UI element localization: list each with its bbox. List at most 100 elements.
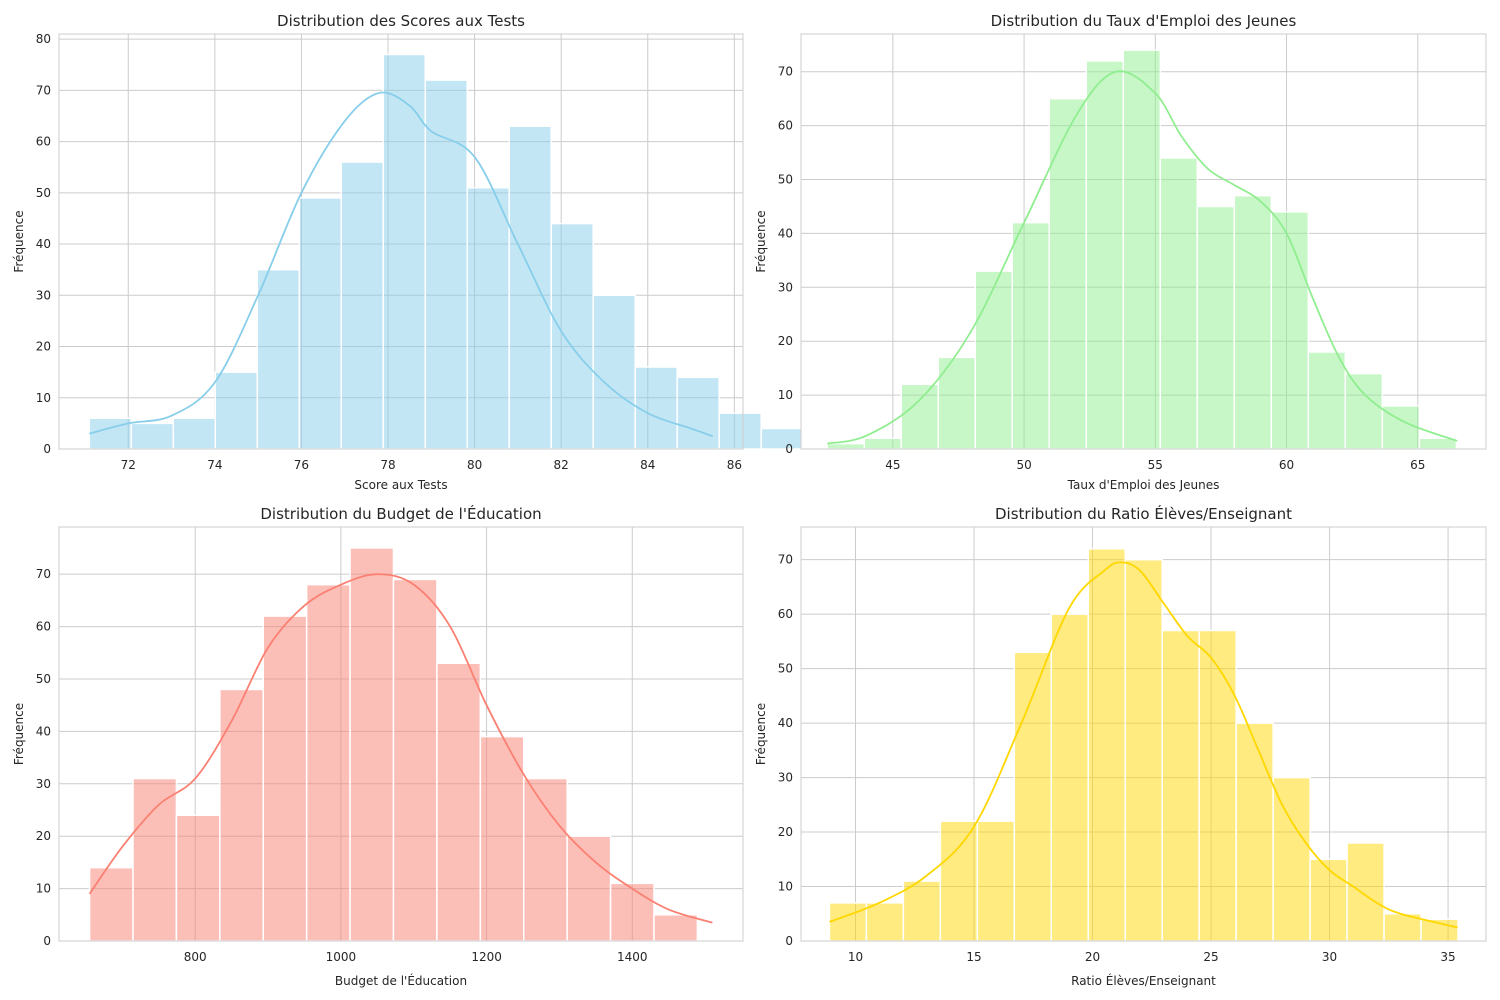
x-tick-label: 60 <box>1279 458 1294 472</box>
histogram-bar <box>349 547 395 942</box>
histogram-bar <box>1087 548 1126 942</box>
y-tick-label: 0 <box>785 442 793 456</box>
histogram-bar <box>88 866 134 942</box>
x-axis-label: Ratio Élèves/Enseignant <box>1071 973 1216 988</box>
histogram-bar <box>219 688 265 942</box>
x-tick-label: 10 <box>848 950 863 964</box>
histogram-bar <box>676 376 720 450</box>
histogram-bar <box>1272 776 1311 942</box>
x-tick-label: 86 <box>727 458 742 472</box>
y-tick-label: 30 <box>778 771 793 785</box>
x-tick-label: 1400 <box>617 950 648 964</box>
histogram-bar <box>1159 157 1199 450</box>
histogram-bar <box>522 777 568 942</box>
x-tick-label: 45 <box>885 458 900 472</box>
x-tick-label: 35 <box>1440 950 1455 964</box>
kde-curve <box>89 91 713 438</box>
histogram-bar <box>256 268 301 450</box>
histogram-bar <box>974 270 1014 450</box>
histogram-bar <box>1122 49 1162 450</box>
histogram-bar <box>262 615 308 942</box>
histogram-bar <box>634 366 678 450</box>
histogram-bar <box>436 662 482 942</box>
histogram-bar <box>550 222 594 450</box>
x-tick-label: 74 <box>207 458 222 472</box>
y-axis-label: Fréquence <box>754 703 768 765</box>
chart-title: Distribution du Ratio Élèves/Enseignant <box>995 504 1292 523</box>
y-tick-label: 0 <box>785 934 793 948</box>
histogram-bar <box>760 427 804 450</box>
y-tick-label: 70 <box>36 83 51 97</box>
histogram-bar <box>1198 629 1237 942</box>
plot-frame <box>58 526 744 942</box>
y-tick-label: 10 <box>36 391 51 405</box>
histogram-bar <box>392 578 438 942</box>
histogram-bar <box>976 820 1016 942</box>
histogram-bar <box>1011 221 1051 450</box>
x-tick-label: 50 <box>1016 458 1031 472</box>
x-tick-label: 1000 <box>326 950 357 964</box>
y-tick-label: 30 <box>36 288 51 302</box>
histogram-bar <box>479 735 525 942</box>
histogram-bar <box>130 422 175 450</box>
y-tick-label: 70 <box>36 567 51 581</box>
y-tick-label: 20 <box>778 334 793 348</box>
histogram-bar <box>298 197 343 450</box>
histogram-bar <box>466 186 510 450</box>
histogram-bar <box>88 417 133 450</box>
y-tick-label: 10 <box>36 882 51 896</box>
histogram-bar <box>939 820 979 942</box>
chart-title: Distribution des Scores aux Tests <box>277 12 525 30</box>
histogram-bar <box>508 125 552 450</box>
y-tick-label: 60 <box>778 607 793 621</box>
histogram-bar <box>902 880 942 942</box>
panel-test-scores: 72 74 76 78 80 82 84 86 0 10 20 30 40 50 60 70 80 Distrib… <box>12 12 804 492</box>
histogram-bar <box>132 777 178 942</box>
x-axis-label: Taux d'Emploi des Jeunes <box>1067 478 1220 492</box>
plot-frame <box>58 33 744 450</box>
y-tick-label: 40 <box>778 716 793 730</box>
histogram-bar <box>1196 205 1236 450</box>
histogram-bar <box>1048 97 1088 450</box>
x-axis-label: Budget de l'Éducation <box>335 973 467 988</box>
y-tick-label: 0 <box>43 934 51 948</box>
x-tick-label: 65 <box>1410 458 1425 472</box>
y-tick-label: 40 <box>36 724 51 738</box>
histogram-bar <box>826 442 866 450</box>
plot-frame <box>800 33 1487 450</box>
histogram-bar <box>900 383 940 450</box>
y-axis-label: Fréquence <box>12 703 26 765</box>
histogram-bar <box>863 437 903 450</box>
histogram-bar <box>1235 722 1274 942</box>
x-tick-label: 1200 <box>471 950 502 964</box>
plot-frame <box>800 526 1487 942</box>
histogram-bar <box>1124 558 1163 942</box>
panel-student-teacher-ratio: 10 15 20 25 30 35 0 10 20 30 40 50 60 70 Distribution … <box>754 504 1487 988</box>
histogram-bar <box>1309 858 1348 942</box>
x-tick-label: 76 <box>294 458 309 472</box>
x-tick-label: 800 <box>184 950 207 964</box>
y-tick-label: 60 <box>778 119 793 133</box>
histogram-bar <box>1307 351 1347 450</box>
histogram-bar <box>424 79 468 450</box>
y-tick-label: 50 <box>778 662 793 676</box>
y-tick-label: 10 <box>778 880 793 894</box>
y-axis-label: Fréquence <box>12 210 26 272</box>
x-tick-label: 84 <box>640 458 655 472</box>
y-tick-label: 70 <box>778 553 793 567</box>
x-tick-label: 72 <box>121 458 136 472</box>
histogram-bar <box>305 583 351 942</box>
histogram-bar <box>865 902 905 942</box>
y-tick-label: 0 <box>43 442 51 456</box>
x-tick-label: 80 <box>467 458 482 472</box>
x-tick-label: 78 <box>380 458 395 472</box>
histogram-bar <box>1085 60 1125 450</box>
y-tick-label: 70 <box>778 65 793 79</box>
panel-education-budget: 800 1000 1200 1400 0 10 20 30 40 50 60 70 Distributi… <box>12 504 744 988</box>
x-tick-label: 25 <box>1203 950 1218 964</box>
histogram-bar <box>172 417 217 450</box>
x-tick-label: 30 <box>1322 950 1337 964</box>
y-tick-label: 30 <box>36 777 51 791</box>
histogram-bar <box>382 53 426 450</box>
